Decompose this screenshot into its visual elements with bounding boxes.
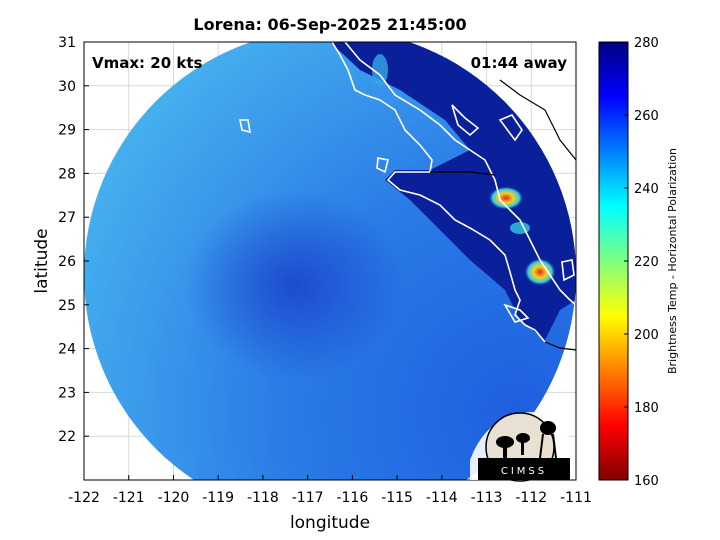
x-tick-label: -119 [202, 490, 234, 506]
south-border [544, 341, 576, 351]
coastlines [239, 42, 576, 343]
hot-spot-north [488, 186, 524, 210]
x-tick-label: -120 [158, 490, 190, 506]
vmax-annotation: Vmax: 20 kts [92, 54, 202, 72]
colorbar-label: Brightness Temp - Horizontal Polarizatio… [666, 148, 679, 374]
y-tick-label: 31 [58, 35, 76, 51]
island-2 [498, 114, 523, 142]
guadalupe-island [239, 119, 251, 134]
x-tick-label: -121 [113, 490, 145, 506]
hot-spot-south [524, 258, 556, 286]
y-tick-label: 25 [58, 298, 76, 314]
x-tick-label: -116 [336, 490, 368, 506]
x-tick-label: -114 [426, 490, 458, 506]
y-tick-label: 27 [58, 210, 76, 226]
colorbar-tick-label: 260 [634, 109, 659, 124]
map-title: Lorena: 06-Sep-2025 21:45:00 [193, 15, 466, 34]
x-tick-label: -115 [381, 490, 413, 506]
y-tick-label: 28 [58, 166, 76, 182]
colorbar-tick-label: 160 [634, 474, 659, 489]
colorbar-tick-label: 240 [634, 182, 659, 197]
mainland-border [499, 79, 576, 161]
colorbar-tick-label: 220 [634, 255, 659, 270]
baja-west-coast [331, 42, 546, 343]
x-tick-label: -117 [292, 490, 324, 506]
y-tick-label: 22 [58, 429, 76, 445]
political-borders [430, 79, 576, 351]
baja-gulf-coast [344, 42, 576, 306]
colorbar-tick-label: 280 [634, 36, 659, 51]
logo-text: CIMSS [501, 466, 547, 477]
colorbar [598, 41, 629, 481]
island-1 [451, 104, 480, 137]
x-tick-label: -113 [471, 490, 503, 506]
x-tick-label: -111 [560, 490, 592, 506]
cimss-logo-icon: CIMSS [470, 412, 570, 482]
colorbar-tick-label: 200 [634, 328, 659, 343]
y-axis-label: latitude [32, 228, 52, 293]
x-tick-label: -122 [68, 490, 100, 506]
island-4 [376, 157, 389, 174]
island-5 [503, 303, 530, 323]
brightness-temp-swath [84, 42, 576, 480]
island-3 [561, 259, 575, 282]
land-mask [330, 42, 576, 340]
bright-patch-mid [510, 222, 530, 234]
y-tick-label: 29 [58, 123, 76, 139]
time-away-annotation: 01:44 away [471, 54, 568, 72]
x-axis-label: longitude [290, 513, 370, 533]
y-axis-ticks: 31 30 29 28 27 26 25 24 23 22 [58, 35, 89, 445]
x-tick-label: -118 [247, 490, 279, 506]
y-tick-label: 26 [58, 254, 76, 270]
x-tick-label: -112 [515, 490, 547, 506]
state-border [430, 171, 496, 176]
storm-core [185, 190, 405, 380]
colorbar-tick-label: 180 [634, 401, 659, 416]
bright-patch-north [372, 54, 388, 86]
y-tick-label: 30 [58, 79, 76, 95]
y-tick-label: 23 [58, 385, 76, 401]
y-tick-label: 24 [58, 342, 76, 358]
x-axis-ticks: -122 -121 -120 -119 -118 -117 -116 -115 -114 -113… [68, 475, 592, 506]
colorbar-ticks: 280 260 240 220 200 180 160 [624, 36, 659, 489]
